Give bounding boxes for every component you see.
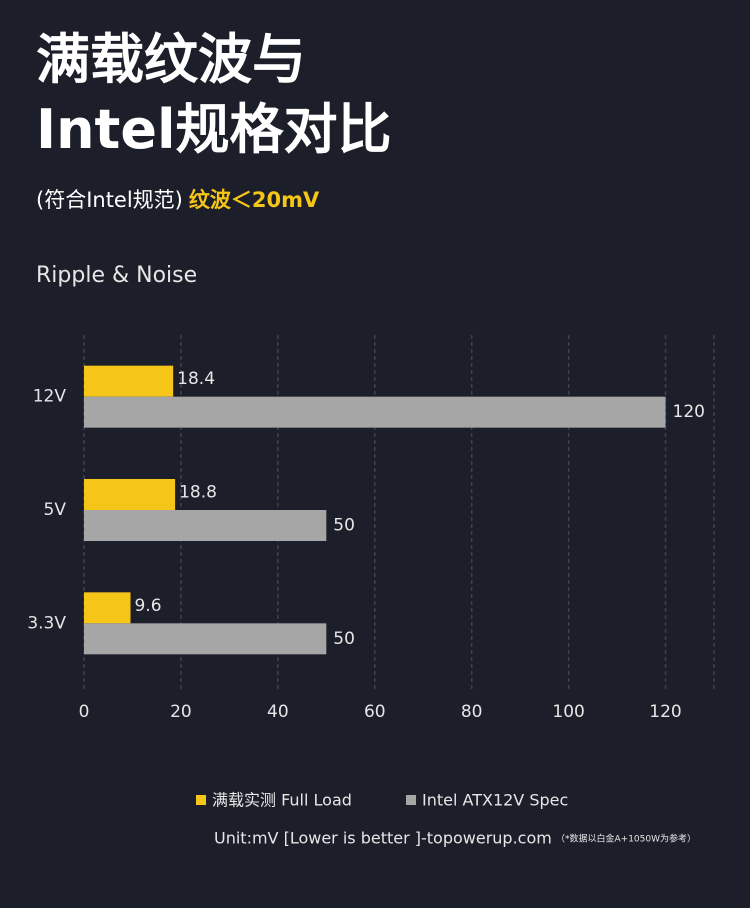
- x-tick-label: 100: [552, 702, 584, 722]
- legend-swatch: [406, 795, 416, 805]
- x-tick-label: 20: [170, 702, 192, 722]
- bar: [84, 365, 174, 397]
- data-label: 18.4: [177, 369, 215, 389]
- x-tick-label: 60: [364, 702, 386, 722]
- subtitle-highlight: 纹波＜20mV: [188, 188, 320, 212]
- footer-text: Unit:mV [Lower is better ]-topowerup.com: [214, 829, 552, 848]
- x-tick-label: 0: [79, 702, 90, 722]
- legend-swatch: [196, 795, 206, 805]
- chart-title: Ripple & Noise: [36, 263, 197, 288]
- data-label: 50: [333, 516, 355, 536]
- y-tick-label: 5V: [44, 500, 67, 520]
- y-tick-label: 12V: [33, 387, 67, 407]
- subtitle-text: (符合Intel规范): [36, 188, 183, 212]
- data-label: 50: [333, 629, 355, 649]
- data-label: 120: [673, 402, 705, 422]
- footer-note: （*数据以白金A+1050W为参考）: [556, 833, 696, 845]
- legend-label: 满载实测 Full Load: [212, 791, 352, 810]
- data-label: 18.8: [179, 483, 217, 503]
- x-tick-label: 80: [461, 702, 483, 722]
- bar: [84, 592, 131, 624]
- headline: 满载纹波与: [36, 28, 306, 91]
- subtitle: (符合Intel规范) 纹波＜20mV: [36, 184, 319, 214]
- bar: [84, 396, 666, 428]
- data-label: 9.6: [135, 596, 162, 616]
- bar: [84, 623, 327, 655]
- headline: Intel规格对比: [36, 98, 392, 161]
- bar: [84, 479, 176, 510]
- x-tick-label: 120: [649, 702, 681, 722]
- legend-label: Intel ATX12V Spec: [422, 791, 568, 810]
- x-tick-label: 40: [267, 702, 289, 722]
- bar: [84, 510, 327, 541]
- y-tick-label: 3.3V: [27, 613, 66, 633]
